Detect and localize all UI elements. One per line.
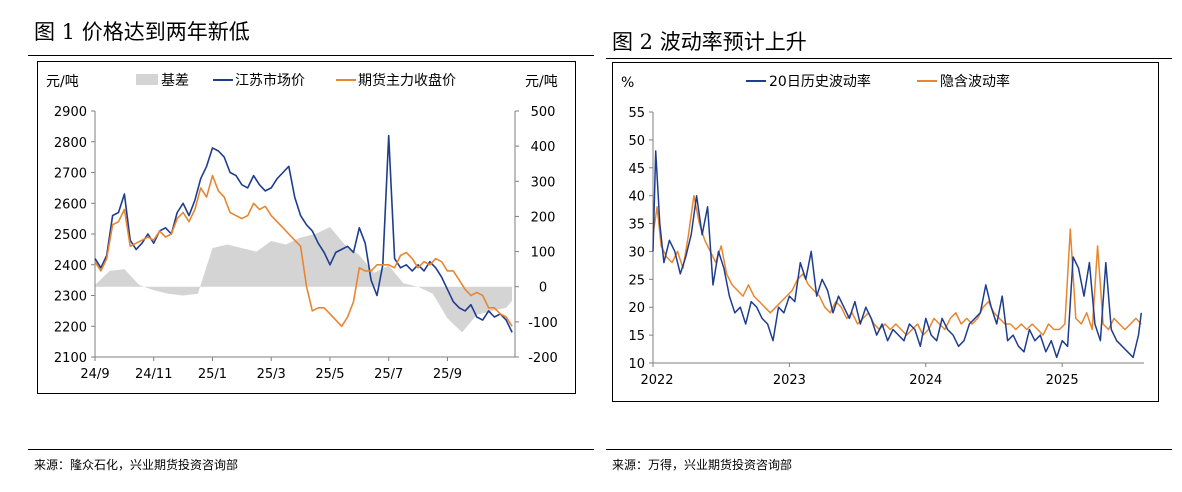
x-tick-label: 25/5: [315, 367, 344, 382]
left-y-tick-label: 2900: [54, 105, 87, 120]
y-tick-label: 35: [628, 218, 645, 233]
series-basis-area: [95, 227, 513, 333]
y-tick-label: 30: [628, 245, 645, 260]
left-y-tick-label: 2800: [54, 136, 87, 151]
y-tick-label: 20: [628, 301, 645, 316]
left-y-tick-label: 2100: [54, 351, 87, 366]
figure1-panel: 元/吨 元/吨 基差 江苏市场价 期货主力收盘价 2100 2200 2300 2400 2500…: [37, 61, 576, 394]
figure2-title: 图 2 波动率预计上升: [612, 30, 807, 54]
left-y-tick-label: 2500: [54, 228, 87, 243]
figure2-bottom-rule: [606, 449, 1172, 450]
x-tick-label: 2025: [1046, 373, 1079, 388]
left-y-tick-label: 2600: [54, 197, 87, 212]
left-y-tick-label: 2200: [54, 320, 87, 335]
legend-label-hv20: 20日历史波动率: [769, 73, 871, 90]
figure2-panel: % 20日历史波动率 隐含波动率 10 15 20 25 30 35 40 45 50 55 2022 20…: [612, 62, 1159, 402]
right-y-tick-label: 300: [531, 175, 556, 190]
x-tick-label: 2024: [909, 373, 942, 388]
x-tick-label: 25/9: [433, 367, 462, 382]
left-y-tick-label: 2300: [54, 290, 87, 305]
right-y-tick-label: 0: [539, 281, 547, 296]
x-tick-label: 2022: [640, 373, 673, 388]
y-tick-label: 25: [628, 273, 645, 288]
x-tick-label: 24/9: [80, 367, 109, 382]
y-tick-label: 40: [628, 190, 645, 205]
right-y-tick-label: 100: [531, 246, 556, 261]
legend-label-basis: 基差: [161, 72, 189, 89]
left-unit-label: 元/吨: [46, 74, 79, 90]
figure1-bottom-rule: [28, 449, 594, 450]
series-jiangsu-line: [94, 134, 513, 333]
legend-label-jiangsu: 江苏市场价: [235, 72, 305, 89]
x-tick-label: 24/11: [135, 367, 172, 382]
series-hv20-line: [652, 150, 1143, 359]
right-y-tick-label: -100: [528, 316, 558, 331]
y-tick-label: 45: [628, 162, 645, 177]
x-tick-label: 25/1: [198, 367, 227, 382]
x-tick-label: 25/3: [257, 367, 286, 382]
figure1-chart: 元/吨 元/吨 基差 江苏市场价 期货主力收盘价 2100 2200 2300 2400 2500…: [46, 72, 558, 382]
series-futures-line: [94, 174, 513, 328]
right-y-tick-label: -200: [528, 351, 558, 366]
series-iv-line: [652, 194, 1142, 336]
right-y-tick-label: 200: [531, 210, 556, 225]
left-y-tick-label: 2400: [54, 259, 87, 274]
x-tick-label: 25/7: [374, 367, 403, 382]
right-y-tick-label: 400: [531, 140, 556, 155]
y-tick-label: 10: [628, 357, 645, 372]
left-y-tick-label: 2700: [54, 167, 87, 182]
x-tick-label: 2023: [773, 373, 806, 388]
legend-swatch-basis: [136, 74, 158, 85]
legend-label-futures: 期货主力收盘价: [358, 72, 456, 89]
y-tick-label: 55: [628, 106, 645, 121]
y-tick-label: 15: [628, 329, 645, 344]
y-tick-label: 50: [628, 134, 645, 149]
figure2-top-rule: [606, 58, 1172, 59]
figure1-top-rule: [28, 55, 594, 56]
figure1-source: 来源：隆众石化，兴业期货投资咨询部: [34, 458, 239, 472]
unit-label: %: [621, 75, 634, 91]
right-unit-label: 元/吨: [525, 74, 558, 90]
figure1-title: 图 1 价格达到两年新低: [34, 20, 250, 44]
right-y-tick-label: 500: [531, 105, 556, 120]
legend-label-iv: 隐含波动率: [940, 73, 1010, 90]
figure2-source: 来源：万得，兴业期货投资咨询部: [612, 458, 793, 472]
